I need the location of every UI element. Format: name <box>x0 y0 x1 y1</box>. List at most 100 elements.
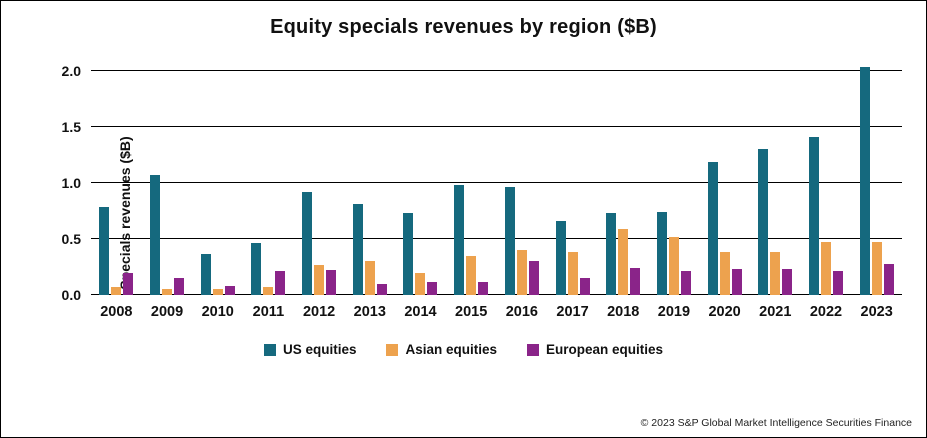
bar-asian-equities <box>162 289 173 295</box>
bar-group <box>91 71 142 295</box>
bar-group <box>497 71 548 295</box>
bar-asian-equities <box>567 252 578 295</box>
bar-asian-equities <box>466 255 477 295</box>
bar-asian-equities <box>871 242 882 295</box>
bar-us-equities <box>302 191 313 295</box>
bar-group <box>750 71 801 295</box>
bar-us-equities <box>251 243 262 295</box>
legend: US equities Asian equities European equiti… <box>1 342 926 357</box>
x-tick-label: 2023 <box>860 304 893 320</box>
y-tick-label: 1.0 <box>61 175 81 191</box>
gridline <box>91 238 902 239</box>
y-tick-label: 0.5 <box>61 231 81 247</box>
bar-group <box>851 66 902 295</box>
x-tick-label: 2008 <box>100 304 133 320</box>
bar-us-equities <box>859 66 870 295</box>
bar-group <box>598 71 649 295</box>
x-tick-label: 2010 <box>201 304 234 320</box>
bars-row <box>91 66 902 295</box>
bar-group <box>142 71 193 295</box>
bar-asian-equities <box>719 252 730 295</box>
x-tick-label: 2017 <box>556 304 589 320</box>
legend-item: US equities <box>263 342 357 357</box>
gridline <box>91 294 902 295</box>
bar-group <box>243 71 294 295</box>
x-axis-labels: 2008 2009 2010 2011 2012 2013 2014 2015 2016 2017… <box>91 295 902 320</box>
bar-group <box>699 71 750 295</box>
bar-asian-equities <box>212 289 223 295</box>
x-tick-label: 2012 <box>302 304 336 320</box>
x-tick-label: 2021 <box>759 304 792 320</box>
bar-group <box>344 71 395 295</box>
bar-european-equities <box>478 281 489 295</box>
chart-title: Equity specials revenues by region ($B) <box>270 16 657 38</box>
bar-us-equities <box>555 221 566 295</box>
bar-european-equities <box>883 263 894 295</box>
bar-european-equities <box>376 283 387 295</box>
x-tick-label: 2013 <box>353 304 386 320</box>
bar-asian-equities <box>820 242 831 295</box>
y-tick-label: 2.0 <box>61 63 81 79</box>
x-tick-label: 2015 <box>455 304 488 320</box>
bar-us-equities <box>606 213 617 295</box>
legend-label: US equities <box>282 342 357 357</box>
gridline <box>91 182 902 183</box>
gridline <box>91 70 902 71</box>
x-tick-label: 2009 <box>150 304 184 320</box>
bar-us-equities <box>454 185 465 295</box>
footer-credit: © 2023 S&P Global Market Intelligence Se… <box>640 417 912 429</box>
bar-us-equities <box>656 212 667 295</box>
x-tick-label: 2019 <box>657 304 691 320</box>
legend-item: Asian equities <box>386 342 497 357</box>
bar-european-equities <box>427 281 438 295</box>
bar-asian-equities <box>364 261 375 295</box>
legend-swatch <box>263 343 276 356</box>
legend-swatch <box>527 343 540 356</box>
bar-us-equities <box>150 175 161 295</box>
bar-us-equities <box>758 149 769 295</box>
bar-asian-equities <box>668 236 679 295</box>
bar-european-equities <box>782 269 793 295</box>
bar-us-equities <box>707 161 718 295</box>
legend-label: Asian equities <box>405 342 498 357</box>
bar-us-equities <box>403 213 414 295</box>
bar-asian-equities <box>314 264 325 295</box>
x-tick-label: 2020 <box>708 304 741 320</box>
bar-asian-equities <box>263 287 274 295</box>
bar-group <box>649 71 700 295</box>
y-tick-label: 0.0 <box>61 287 81 303</box>
x-tick-label: 2016 <box>505 304 538 320</box>
bar-group <box>192 71 243 295</box>
bar-european-equities <box>731 269 742 295</box>
bar-european-equities <box>275 271 286 295</box>
bar-us-equities <box>352 204 363 295</box>
bar-european-equities <box>123 272 134 295</box>
legend-swatch <box>386 343 399 356</box>
x-tick-label: 2022 <box>809 304 843 320</box>
legend-item: European equities <box>527 342 663 357</box>
bar-european-equities <box>832 271 843 295</box>
bar-asian-equities <box>618 228 629 295</box>
bar-us-equities <box>808 137 819 295</box>
x-tick-label: 2018 <box>607 304 640 320</box>
bar-group <box>801 71 852 295</box>
bar-group <box>446 71 497 295</box>
bar-european-equities <box>224 286 235 295</box>
bar-european-equities <box>326 270 337 295</box>
legend-label: European equities <box>546 342 664 357</box>
bar-group <box>395 71 446 295</box>
bar-us-equities <box>200 253 211 295</box>
bar-european-equities <box>680 271 691 295</box>
bar-us-equities <box>504 187 515 295</box>
x-tick-label: 2011 <box>252 304 285 320</box>
bar-european-equities <box>630 268 641 295</box>
bar-european-equities <box>174 278 185 295</box>
x-tick-label: 2014 <box>404 304 437 320</box>
bar-us-equities <box>99 206 110 295</box>
bar-european-equities <box>579 278 590 295</box>
plot-area: 0.0 0.5 1.0 1.5 2.0 <box>62 64 902 302</box>
gridline <box>91 126 902 127</box>
bar-european-equities <box>528 261 539 295</box>
bar-asian-equities <box>111 287 122 295</box>
